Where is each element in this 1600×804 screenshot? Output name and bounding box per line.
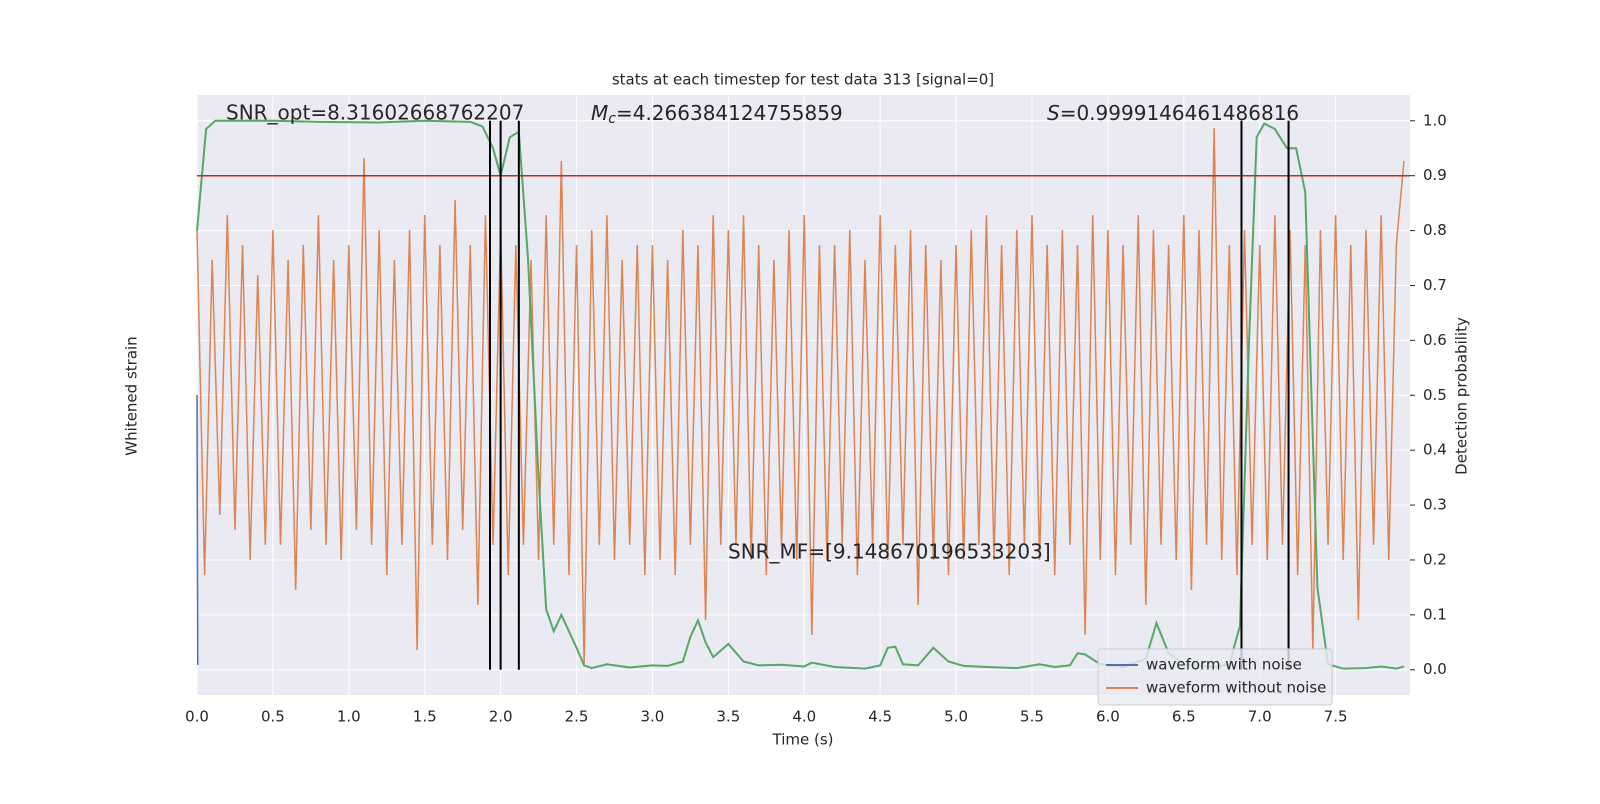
legend-label: waveform with noise	[1146, 656, 1302, 674]
y2-tick-label: 0.1	[1423, 605, 1447, 623]
annotation: Mc=4.266384124755859	[591, 101, 843, 128]
legend-label: waveform without noise	[1146, 679, 1326, 697]
x-tick-label: 2.0	[489, 708, 513, 726]
annotation-text: =4.266384124755859	[616, 101, 843, 125]
x-tick-label: 1.5	[413, 708, 437, 726]
x-tick-label: 0.0	[185, 708, 209, 726]
x-tick-label: 4.5	[868, 708, 892, 726]
x-axis-label: Time (s)	[772, 731, 834, 749]
y2-tick-label: 0.9	[1423, 166, 1447, 184]
x-tick-label: 2.5	[565, 708, 589, 726]
series-line	[196, 127, 1405, 666]
series-line	[196, 119, 1405, 670]
y2-tick-label: 0.0	[1423, 660, 1447, 678]
annotation-subscript: c	[608, 111, 616, 127]
x-tick-label: 7.5	[1324, 708, 1348, 726]
y-axis-label: Whitened strain	[123, 336, 141, 455]
y2-tick-label: 0.8	[1423, 221, 1447, 239]
x-tick-label: 4.0	[792, 708, 816, 726]
annotation-text: =0.9999146461486816	[1060, 101, 1299, 125]
x-tick-label: 6.5	[1172, 708, 1196, 726]
x-tick-label: 5.5	[1020, 708, 1044, 726]
legend-box	[1097, 648, 1333, 706]
y2-tick-label: 0.6	[1423, 331, 1447, 349]
x-tick-label: 1.0	[337, 708, 361, 726]
annotation: SNR_opt=8.31602668762207	[226, 101, 524, 125]
y2-tick-label: 0.5	[1423, 386, 1447, 404]
y2-tick-label: 0.7	[1423, 276, 1447, 294]
y2-axis-label: Detection probability	[1453, 317, 1471, 475]
x-tick-label: 5.0	[944, 708, 968, 726]
x-tick-label: 0.5	[261, 708, 285, 726]
chart-title: stats at each timestep for test data 313…	[612, 71, 994, 89]
annotation: S=0.9999146461486816	[1047, 101, 1299, 125]
series-line	[196, 394, 199, 666]
annotation: SNR_MF=[9.148670196533203]	[728, 540, 1051, 564]
y2-tick-label: 1.0	[1423, 111, 1447, 129]
y2-tick-label: 0.2	[1423, 550, 1447, 568]
annotation-symbol: S	[1047, 101, 1060, 125]
x-tick-label: 3.5	[716, 708, 740, 726]
x-tick-label: 7.0	[1248, 708, 1272, 726]
x-tick-label: 6.0	[1096, 708, 1120, 726]
y2-tick-label: 0.4	[1423, 441, 1447, 459]
annotation-symbol: M	[591, 101, 608, 125]
x-tick-label: 3.0	[641, 708, 665, 726]
y2-tick-label: 0.3	[1423, 496, 1447, 514]
